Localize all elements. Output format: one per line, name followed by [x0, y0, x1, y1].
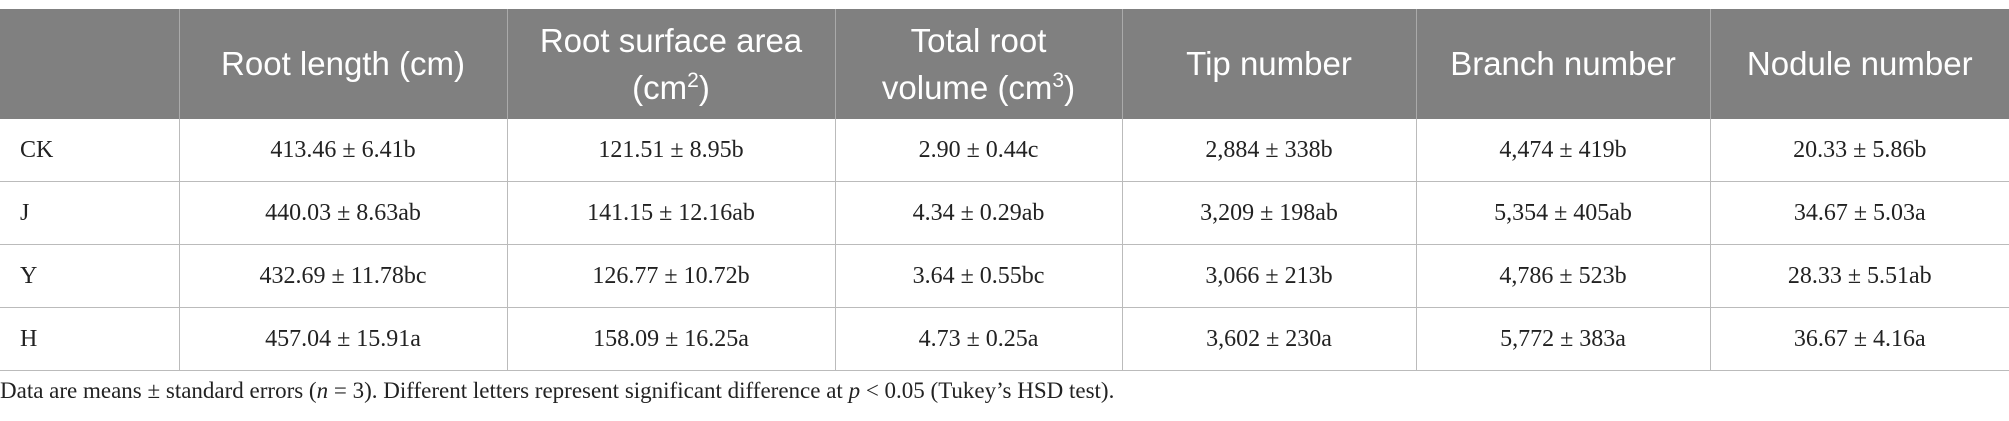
cell: 2.90 ± 0.44c	[834, 119, 1122, 182]
cell: 5,354 ± 405ab	[1415, 181, 1710, 245]
cell: 3,209 ± 198ab	[1121, 181, 1416, 245]
row-label: Y	[0, 244, 179, 308]
table-row: J 440.03 ± 8.63ab 141.15 ± 12.16ab 4.34 ± 0…	[0, 181, 2009, 245]
cell: 432.69 ± 11.78bc	[178, 244, 507, 308]
cell: 2,884 ± 338b	[1121, 119, 1416, 182]
column-header: Root surface area (cm2)	[506, 9, 835, 119]
header-superscript: 3	[1052, 68, 1065, 92]
cell: 4,786 ± 523b	[1415, 244, 1710, 308]
column-header: Branch number	[1415, 9, 1710, 119]
footnote-text: n	[316, 378, 329, 403]
header-superscript: 2	[687, 68, 699, 92]
cell: 4,474 ± 419b	[1415, 119, 1710, 182]
data-table: Root length (cm) Root surface area (cm2) T…	[0, 9, 2009, 371]
header-text: Nodule number	[1746, 45, 1973, 82]
cell: 126.77 ± 10.72b	[506, 244, 835, 308]
footnote-text: < 0.05 (Tukey’s HSD test).	[860, 378, 1115, 403]
cell: 28.33 ± 5.51ab	[1709, 244, 2009, 308]
cell: 3.64 ± 0.55bc	[834, 244, 1122, 308]
row-label: J	[0, 181, 179, 245]
cell: 5,772 ± 383a	[1415, 307, 1710, 371]
column-header	[0, 9, 179, 119]
cell: 457.04 ± 15.91a	[178, 307, 507, 371]
header-text: Root surface area (cm	[539, 21, 803, 106]
footnote: Data are means ± standard errors (n = 3)…	[0, 378, 1114, 404]
table-row: Y 432.69 ± 11.78bc 126.77 ± 10.72b 3.64 ± 0…	[0, 244, 2009, 308]
table-body: CK 413.46 ± 6.41b 121.51 ± 8.95b 2.90 ± 0.4…	[0, 119, 2009, 371]
cell: 4.73 ± 0.25a	[834, 307, 1122, 371]
table-row: H 457.04 ± 15.91a 158.09 ± 16.25a 4.73 ± 0.…	[0, 307, 2009, 371]
cell: 3,602 ± 230a	[1121, 307, 1416, 371]
column-header: Total root volume (cm3)	[834, 9, 1122, 119]
table-row: CK 413.46 ± 6.41b 121.51 ± 8.95b 2.90 ± 0.4…	[0, 119, 2009, 182]
column-header: Nodule number	[1709, 9, 2009, 119]
header-text: )	[698, 68, 710, 106]
cell: 158.09 ± 16.25a	[506, 307, 835, 371]
column-header: Tip number	[1121, 9, 1416, 119]
footnote-text: Data are means ± standard errors (	[0, 378, 317, 403]
header-text: )	[1064, 68, 1076, 106]
column-header: Root length (cm)	[178, 9, 507, 119]
footnote-text: = 3). Different letters represent signif…	[328, 378, 849, 403]
header-text: Tip number	[1186, 45, 1352, 82]
footnote-text: p	[848, 378, 861, 403]
cell: 4.34 ± 0.29ab	[834, 181, 1122, 245]
cell: 34.67 ± 5.03a	[1709, 181, 2009, 245]
cell: 20.33 ± 5.86b	[1709, 119, 2009, 182]
row-label: CK	[0, 119, 179, 182]
cell: 440.03 ± 8.63ab	[178, 181, 507, 245]
cell: 141.15 ± 12.16ab	[506, 181, 835, 245]
header-text: Branch number	[1450, 45, 1676, 82]
header-text: Total root volume (cm	[881, 21, 1053, 106]
header-text: Root length (cm)	[221, 45, 465, 82]
header-row: Root length (cm) Root surface area (cm2) T…	[0, 9, 2009, 119]
row-label: H	[0, 307, 179, 371]
cell: 121.51 ± 8.95b	[506, 119, 835, 182]
cell: 36.67 ± 4.16a	[1709, 307, 2009, 371]
cell: 3,066 ± 213b	[1121, 244, 1416, 308]
cell: 413.46 ± 6.41b	[178, 119, 507, 182]
